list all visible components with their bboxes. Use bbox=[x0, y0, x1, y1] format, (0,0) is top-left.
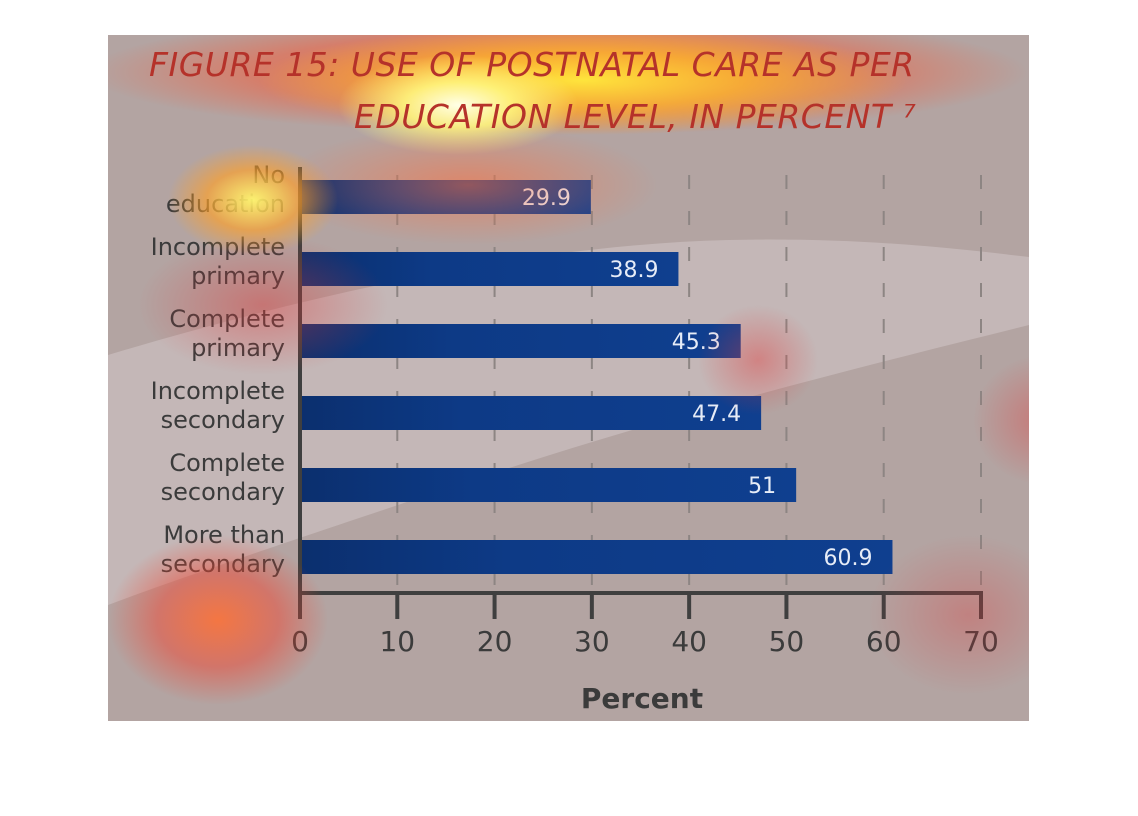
x-tick-label-10: 10 bbox=[379, 625, 415, 658]
bar-3 bbox=[300, 396, 762, 430]
category-label-4-0: Complete bbox=[169, 449, 285, 477]
category-label-5-0: More than bbox=[163, 521, 285, 549]
category-label-1-0: Incomplete bbox=[151, 233, 285, 261]
category-label-0-0: No bbox=[252, 161, 285, 189]
bar-5 bbox=[300, 540, 893, 574]
bar-2 bbox=[300, 324, 741, 358]
x-tick-label-50: 50 bbox=[769, 625, 805, 658]
chart-title-line-2: EDUCATION LEVEL, IN PERCENT ⁷ bbox=[354, 97, 917, 136]
x-tick-label-30: 30 bbox=[574, 625, 610, 658]
x-tick-label-60: 60 bbox=[866, 625, 902, 658]
x-tick-label-40: 40 bbox=[671, 625, 707, 658]
category-label-0-1: education bbox=[166, 190, 285, 218]
category-label-3-0: Incomplete bbox=[151, 377, 285, 405]
bar-value-label-5: 60.9 bbox=[823, 546, 872, 571]
bar-1 bbox=[300, 252, 679, 286]
category-label-2-1: primary bbox=[191, 334, 285, 362]
bar-value-label-2: 45.3 bbox=[672, 330, 721, 355]
bar-value-label-4: 51 bbox=[748, 474, 776, 499]
x-tick-label-20: 20 bbox=[477, 625, 513, 658]
category-label-3-1: secondary bbox=[161, 406, 285, 434]
chart-figure: 29.9 38.9 45.3 47.4 51 60.9 0 10 20 30 40 50 60 70 No e… bbox=[108, 35, 1029, 721]
category-label-4-1: secondary bbox=[161, 478, 285, 506]
chart-title-line-1: FIGURE 15: USE OF POSTNATAL CARE AS PER bbox=[149, 45, 915, 84]
category-label-2-0: Complete bbox=[169, 305, 285, 333]
bar-chart: 29.9 38.9 45.3 47.4 51 60.9 0 10 20 30 40 50 60 70 Noe… bbox=[108, 161, 1029, 658]
bar-value-label-1: 38.9 bbox=[609, 258, 658, 283]
x-axis-label: Percent bbox=[580, 682, 704, 715]
bar-value-label-0: 29.9 bbox=[522, 186, 571, 211]
x-tick-label-0: 0 bbox=[291, 625, 309, 658]
category-label-5-1: secondary bbox=[161, 550, 285, 578]
x-tick-label-70: 70 bbox=[963, 625, 999, 658]
category-label-1-1: primary bbox=[191, 262, 285, 290]
bar-value-label-3: 47.4 bbox=[692, 402, 741, 427]
bar-4 bbox=[300, 468, 797, 502]
